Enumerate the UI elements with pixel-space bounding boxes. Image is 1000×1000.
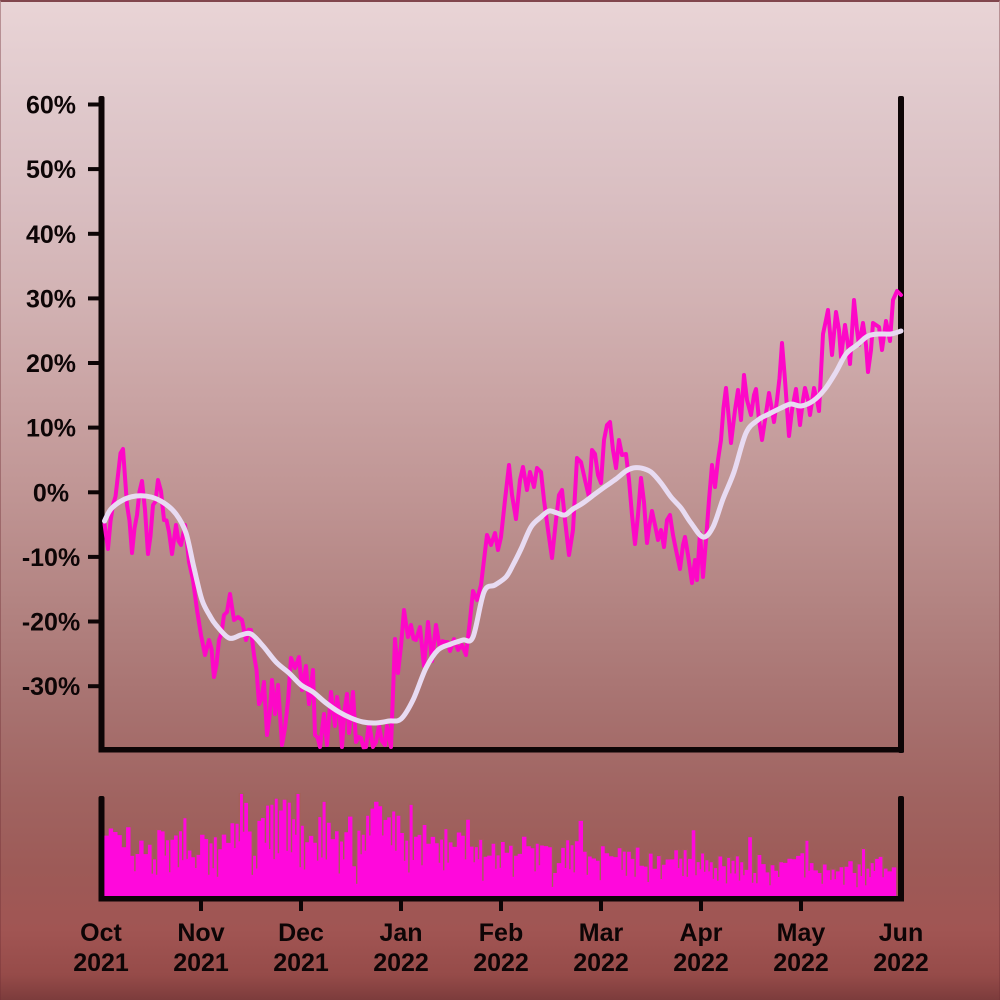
svg-text:2022: 2022 — [473, 949, 529, 977]
svg-text:May: May — [777, 919, 826, 947]
svg-text:Jan: Jan — [379, 919, 422, 947]
svg-text:30%: 30% — [26, 285, 76, 313]
svg-text:2021: 2021 — [273, 949, 329, 977]
svg-text:Apr: Apr — [679, 919, 722, 947]
svg-text:Oct: Oct — [80, 919, 122, 947]
svg-text:2021: 2021 — [173, 949, 229, 977]
svg-text:Dec: Dec — [278, 919, 324, 947]
svg-text:2022: 2022 — [773, 949, 829, 977]
svg-text:20%: 20% — [26, 350, 76, 378]
svg-text:-30%: -30% — [22, 673, 80, 701]
svg-text:2022: 2022 — [373, 949, 429, 977]
svg-text:Jun: Jun — [879, 919, 923, 947]
svg-text:10%: 10% — [26, 415, 76, 443]
svg-text:Mar: Mar — [579, 919, 624, 947]
svg-text:2021: 2021 — [73, 949, 129, 977]
svg-text:Feb: Feb — [479, 919, 523, 947]
svg-text:0%: 0% — [33, 479, 69, 507]
svg-text:2022: 2022 — [673, 949, 729, 977]
svg-text:2022: 2022 — [573, 949, 629, 977]
svg-text:2022: 2022 — [873, 949, 929, 977]
svg-text:-10%: -10% — [22, 544, 80, 572]
svg-text:Nov: Nov — [177, 919, 224, 947]
svg-text:50%: 50% — [26, 156, 76, 184]
svg-text:60%: 60% — [26, 92, 76, 120]
svg-text:40%: 40% — [26, 221, 76, 249]
svg-text:-20%: -20% — [22, 609, 80, 637]
